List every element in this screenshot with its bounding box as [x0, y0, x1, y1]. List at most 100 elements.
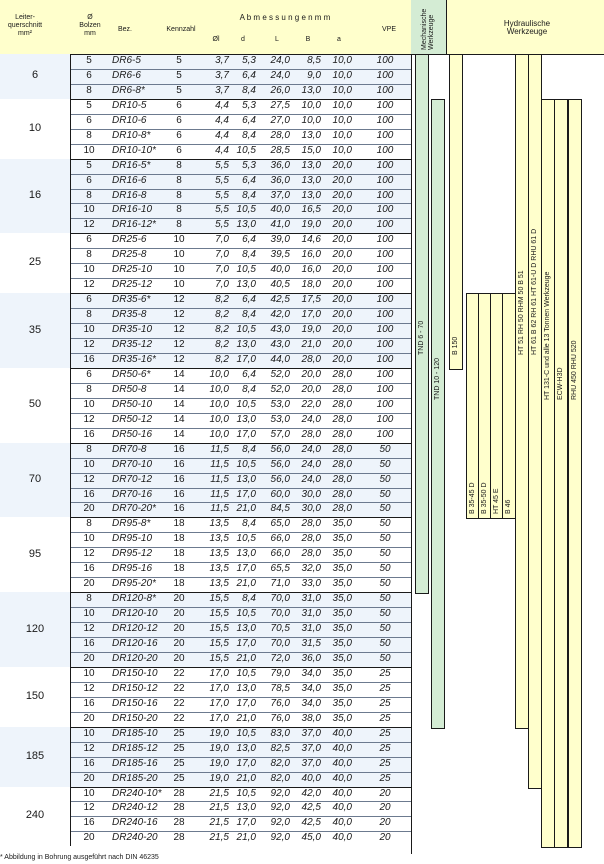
dim-B: 24,0: [301, 473, 321, 485]
code-number: 10: [173, 234, 185, 246]
code-number: 12: [173, 353, 185, 365]
table-row: 8 DR35-8 12 8,2 8,4 42,0 17,0 20,0 100: [70, 308, 411, 321]
dim-L: 78,5: [270, 682, 290, 694]
dim-d0: 8,2: [215, 324, 229, 336]
cross-section-label: 25: [28, 256, 42, 269]
cross-section-group: 16 5 DR16-5* 8 5,5 5,3 36,0 13,0 20,0 100 6 DR16-6 8…: [0, 158, 411, 234]
dim-d: 17,0: [236, 757, 256, 769]
dim-B: 42,0: [301, 787, 321, 799]
packing-unit: 50: [379, 443, 391, 455]
bolt-diameter: 10: [83, 398, 95, 410]
tool-label: ECW-H3D: [557, 367, 564, 400]
tool-label: HT 45 E: [493, 488, 500, 515]
bolt-diameter: 20: [83, 772, 95, 784]
dim-a: 35,0: [332, 533, 352, 545]
dim-a: 40,0: [332, 802, 352, 814]
dim-L: 53,0: [270, 413, 290, 425]
dim-a: 35,0: [332, 548, 352, 560]
designation: DR50-10: [112, 398, 153, 410]
dim-L: 28,0: [270, 129, 290, 141]
tool-label: TND 10 - 120: [434, 357, 441, 400]
tool-label: B 35-45 D: [469, 482, 476, 515]
header-d0: Øl: [212, 36, 220, 43]
tool-label: B 35-50 D: [481, 482, 488, 515]
designation: DR16-5*: [112, 159, 151, 171]
dim-a: 28,0: [332, 473, 352, 485]
dim-B: 15,0: [301, 144, 321, 156]
bolt-diameter: 10: [83, 458, 95, 470]
cross-section-label: 150: [25, 689, 45, 702]
dim-d: 21,0: [236, 832, 256, 844]
code-number: 22: [173, 697, 185, 709]
packing-unit: 100: [376, 398, 394, 410]
dim-L: 82,0: [270, 772, 290, 784]
bolt-diameter: 10: [83, 727, 95, 739]
designation: DR120-12: [112, 623, 158, 635]
dim-d: 13,0: [236, 682, 256, 694]
table-row: 12 DR25-12 10 7,0 13,0 40,5 18,0 20,0 100: [70, 278, 411, 291]
designation: DR70-20*: [112, 503, 156, 515]
packing-unit: 100: [376, 309, 394, 321]
dim-d: 6,4: [242, 368, 256, 380]
bolt-diameter: 20: [83, 712, 95, 724]
table-row: 10 DR25-10 10 7,0 10,5 40,0 16,0 20,0 100: [70, 263, 411, 276]
packing-unit: 50: [379, 503, 391, 515]
packing-unit: 100: [376, 264, 394, 276]
designation: DR185-20: [112, 772, 158, 784]
dim-d: 8,4: [242, 84, 256, 96]
dim-B: 33,0: [301, 578, 321, 590]
table-row: 12 DR185-12 25 19,0 13,0 82,5 37,0 40,0 25: [70, 741, 411, 755]
dim-d0: 21,5: [209, 802, 229, 814]
table-row: 8 DR95-8* 18 13,5 8,4 65,0 28,0 35,0 50: [70, 517, 411, 530]
bolt-diameter: 5: [86, 55, 92, 66]
dim-d: 17,0: [236, 817, 256, 829]
designation: DR35-8: [112, 309, 147, 321]
dim-d: 5,3: [242, 159, 256, 171]
dim-a: 35,0: [332, 682, 352, 694]
code-number: 18: [173, 548, 185, 560]
dim-d0: 15,5: [209, 593, 229, 605]
header-hydraulic: Hydraulische Werkzeuge: [503, 19, 551, 36]
dim-a: 35,0: [332, 518, 352, 530]
code-number: 14: [173, 368, 185, 380]
dim-d0: 3,7: [215, 69, 229, 81]
dim-B: 28,0: [301, 353, 321, 365]
dim-B: 13,0: [301, 174, 321, 186]
packing-unit: 100: [376, 279, 394, 291]
bolt-diameter: 6: [86, 69, 92, 81]
dim-d0: 10,0: [209, 413, 229, 425]
packing-unit: 25: [379, 682, 391, 694]
tool-range-bar: ECW-H3D: [554, 98, 568, 849]
packing-unit: 100: [376, 368, 394, 380]
dim-B: 37,0: [301, 742, 321, 754]
code-number: 10: [173, 279, 185, 291]
dim-L: 40,5: [270, 279, 290, 291]
bolt-diameter: 10: [83, 264, 95, 276]
bolt-diameter: 12: [83, 219, 95, 231]
dim-a: 35,0: [332, 652, 352, 664]
dim-L: 70,0: [270, 608, 290, 620]
table-row: 16 DR120-16 20 15,5 17,0 70,0 31,5 35,0 50: [70, 637, 411, 650]
table-row: 10 DR35-10 12 8,2 10,5 43,0 19,0 20,0 100: [70, 323, 411, 336]
dim-B: 17,5: [301, 294, 321, 306]
dim-d0: 8,2: [215, 353, 229, 365]
dim-L: 42,5: [270, 294, 290, 306]
dim-d0: 8,2: [215, 294, 229, 306]
dim-d0: 15,5: [209, 638, 229, 650]
bolt-diameter: 6: [86, 174, 92, 186]
dim-B: 13,0: [301, 84, 321, 96]
dim-L: 40,0: [270, 264, 290, 276]
tool-label: RHU 450 RHU 520: [571, 340, 578, 400]
bolt-diameter: 12: [83, 413, 95, 425]
dim-d0: 5,5: [215, 159, 229, 171]
table-row: 5 DR10-5 6 4,4 5,3 27,5 10,0 10,0 100: [70, 98, 411, 112]
dim-a: 20,0: [332, 339, 352, 351]
designation: DR25-10: [112, 264, 153, 276]
cross-section-label: 10: [28, 121, 42, 134]
designation: DR70-12: [112, 473, 153, 485]
code-number: 12: [173, 324, 185, 336]
bolt-diameter: 5: [86, 159, 92, 171]
dim-d0: 13,5: [209, 578, 229, 590]
designation: DR240-16: [112, 817, 158, 829]
